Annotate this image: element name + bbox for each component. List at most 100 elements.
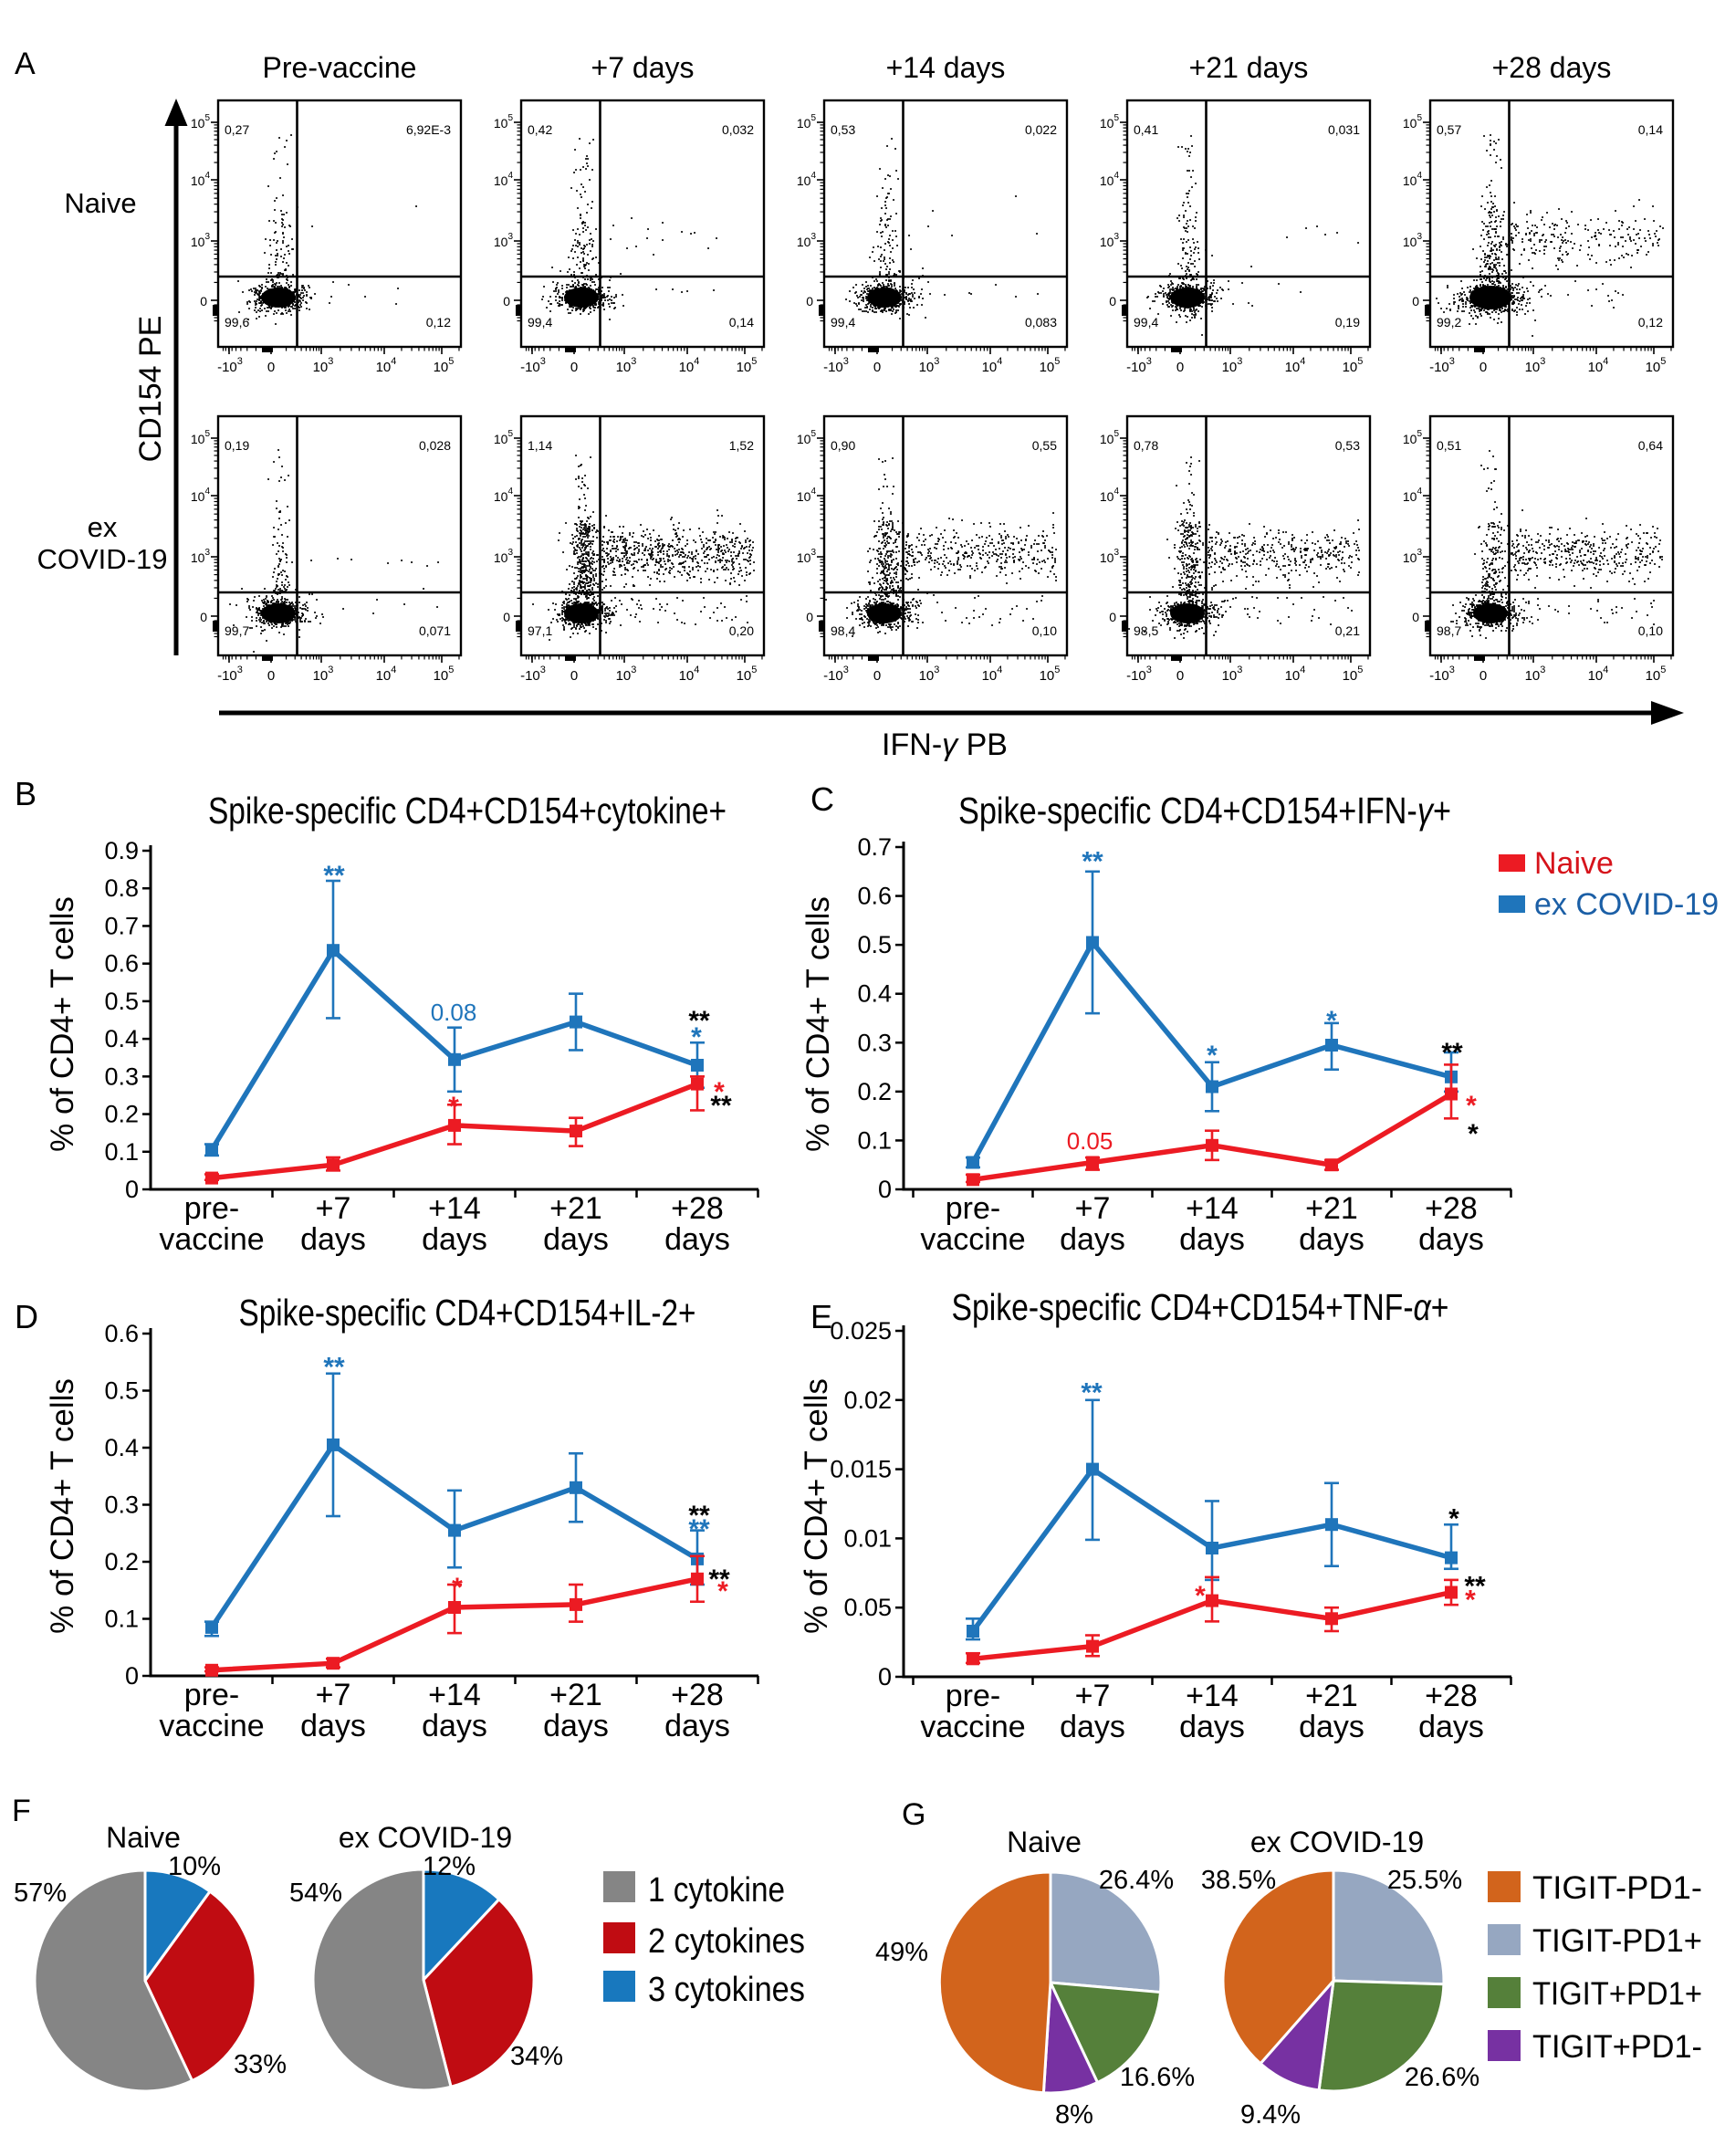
svg-text:-103: -103 bbox=[520, 665, 546, 684]
svg-text:0,022: 0,022 bbox=[1025, 122, 1057, 137]
svg-text:days: days bbox=[300, 1709, 366, 1743]
svg-text:0.2: 0.2 bbox=[104, 1101, 139, 1128]
svg-text:0: 0 bbox=[570, 668, 578, 684]
svg-text:12%: 12% bbox=[423, 1852, 476, 1881]
svg-text:+7: +7 bbox=[316, 1191, 351, 1226]
svg-text:0.1: 0.1 bbox=[104, 1606, 139, 1633]
svg-text:+21: +21 bbox=[1305, 1679, 1358, 1713]
svg-text:+28: +28 bbox=[1425, 1191, 1478, 1226]
svg-text:days: days bbox=[1179, 1222, 1245, 1257]
svg-text:0: 0 bbox=[267, 668, 275, 684]
svg-text:**: ** bbox=[688, 1514, 710, 1544]
svg-text:ex COVID-19: ex COVID-19 bbox=[1250, 1826, 1424, 1858]
svg-text:26.4%: 26.4% bbox=[1099, 1866, 1174, 1895]
svg-text:days: days bbox=[1418, 1222, 1484, 1257]
svg-text:0: 0 bbox=[806, 610, 813, 624]
svg-text:Naive: Naive bbox=[1007, 1826, 1082, 1858]
svg-text:0: 0 bbox=[125, 1662, 139, 1690]
svg-text:*: * bbox=[1448, 1503, 1459, 1533]
svg-text:0.02: 0.02 bbox=[843, 1387, 892, 1414]
svg-text:-103: -103 bbox=[1126, 665, 1152, 684]
svg-text:E: E bbox=[810, 1298, 832, 1335]
svg-text:days: days bbox=[422, 1222, 487, 1257]
svg-text:0.025: 0.025 bbox=[830, 1317, 892, 1345]
svg-text:0,19: 0,19 bbox=[1335, 315, 1360, 330]
svg-text:9.4%: 9.4% bbox=[1240, 2100, 1301, 2130]
svg-text:% of CD4+ T cells: % of CD4+ T cells bbox=[799, 1378, 834, 1634]
svg-text:B: B bbox=[15, 775, 37, 812]
svg-text:0: 0 bbox=[503, 610, 510, 624]
svg-text:0: 0 bbox=[1479, 360, 1487, 375]
svg-text:+14 days: +14 days bbox=[886, 51, 1006, 84]
svg-text:-103: -103 bbox=[217, 356, 243, 375]
svg-text:0,10: 0,10 bbox=[1638, 623, 1663, 638]
svg-text:3 cytokines: 3 cytokines bbox=[648, 1971, 805, 2009]
svg-text:pre-: pre- bbox=[184, 1678, 239, 1712]
svg-text:% of CD4+ T cells: % of CD4+ T cells bbox=[45, 896, 80, 1152]
svg-text:16.6%: 16.6% bbox=[1120, 2063, 1195, 2092]
svg-text:**: ** bbox=[323, 861, 345, 891]
svg-text:0: 0 bbox=[267, 360, 275, 375]
svg-text:**: ** bbox=[710, 1091, 732, 1121]
svg-text:0.4: 0.4 bbox=[104, 1025, 139, 1052]
svg-text:ex: ex bbox=[88, 511, 118, 543]
svg-text:days: days bbox=[1060, 1222, 1125, 1257]
svg-text:+28: +28 bbox=[1425, 1679, 1478, 1713]
svg-text:0,10: 0,10 bbox=[1032, 623, 1057, 638]
svg-text:ex COVID-19: ex COVID-19 bbox=[339, 1821, 512, 1854]
svg-text:*: * bbox=[714, 1077, 725, 1107]
svg-text:0.8: 0.8 bbox=[104, 874, 139, 902]
svg-text:+7: +7 bbox=[1075, 1679, 1111, 1713]
svg-text:0,21: 0,21 bbox=[1335, 623, 1360, 638]
svg-text:Pre-vaccine: Pre-vaccine bbox=[263, 51, 417, 84]
svg-text:vaccine: vaccine bbox=[159, 1222, 264, 1257]
svg-text:0: 0 bbox=[1176, 668, 1184, 684]
svg-text:0.4: 0.4 bbox=[104, 1434, 139, 1461]
svg-text:0.3: 0.3 bbox=[104, 1491, 139, 1519]
svg-text:0.5: 0.5 bbox=[104, 1377, 139, 1405]
svg-text:**: ** bbox=[688, 1501, 710, 1531]
svg-text:pre-: pre- bbox=[946, 1191, 1000, 1226]
svg-text:C: C bbox=[810, 780, 834, 818]
svg-text:0,53: 0,53 bbox=[831, 122, 855, 137]
svg-text:+14: +14 bbox=[1186, 1191, 1239, 1226]
svg-text:-103: -103 bbox=[1429, 356, 1455, 375]
svg-text:days: days bbox=[300, 1222, 366, 1257]
svg-text:0,64: 0,64 bbox=[1638, 438, 1663, 453]
svg-text:**: ** bbox=[688, 1006, 710, 1036]
svg-text:0.9: 0.9 bbox=[104, 837, 139, 864]
svg-text:0.5: 0.5 bbox=[857, 931, 892, 958]
svg-text:0,55: 0,55 bbox=[1032, 438, 1057, 453]
svg-text:0.7: 0.7 bbox=[104, 912, 139, 939]
svg-text:0,41: 0,41 bbox=[1134, 122, 1158, 137]
svg-text:G: G bbox=[902, 1797, 925, 1832]
svg-text:days: days bbox=[1299, 1222, 1364, 1257]
svg-text:0,083: 0,083 bbox=[1025, 315, 1057, 330]
svg-text:0.6: 0.6 bbox=[104, 1320, 139, 1347]
svg-text:0: 0 bbox=[1479, 668, 1487, 684]
svg-text:0: 0 bbox=[570, 360, 578, 375]
svg-text:1,52: 1,52 bbox=[729, 438, 754, 453]
svg-text:49%: 49% bbox=[875, 1938, 928, 1967]
svg-text:Spike-specific CD4+CD154+cytok: Spike-specific CD4+CD154+cytokine+ bbox=[208, 790, 727, 832]
svg-text:0: 0 bbox=[200, 610, 207, 624]
svg-text:0.05: 0.05 bbox=[843, 1594, 892, 1621]
svg-text:+21: +21 bbox=[549, 1678, 602, 1712]
svg-text:vaccine: vaccine bbox=[920, 1222, 1025, 1257]
svg-text:*: * bbox=[1468, 1119, 1479, 1149]
svg-text:+14: +14 bbox=[1186, 1679, 1239, 1713]
svg-text:0: 0 bbox=[125, 1176, 139, 1203]
svg-text:days: days bbox=[1060, 1710, 1125, 1744]
svg-text:0.5: 0.5 bbox=[104, 988, 139, 1015]
svg-text:*: * bbox=[1326, 1006, 1337, 1036]
svg-text:-103: -103 bbox=[520, 356, 546, 375]
svg-text:*: * bbox=[717, 1576, 728, 1607]
svg-text:+28: +28 bbox=[671, 1678, 724, 1712]
svg-text:10%: 10% bbox=[168, 1852, 221, 1881]
svg-text:+28 days: +28 days bbox=[1492, 51, 1612, 84]
svg-text:1,14: 1,14 bbox=[528, 438, 552, 453]
svg-text:0.08: 0.08 bbox=[431, 999, 477, 1026]
svg-text:vaccine: vaccine bbox=[920, 1710, 1025, 1744]
svg-text:0,12: 0,12 bbox=[426, 315, 451, 330]
svg-text:0: 0 bbox=[1109, 610, 1116, 624]
